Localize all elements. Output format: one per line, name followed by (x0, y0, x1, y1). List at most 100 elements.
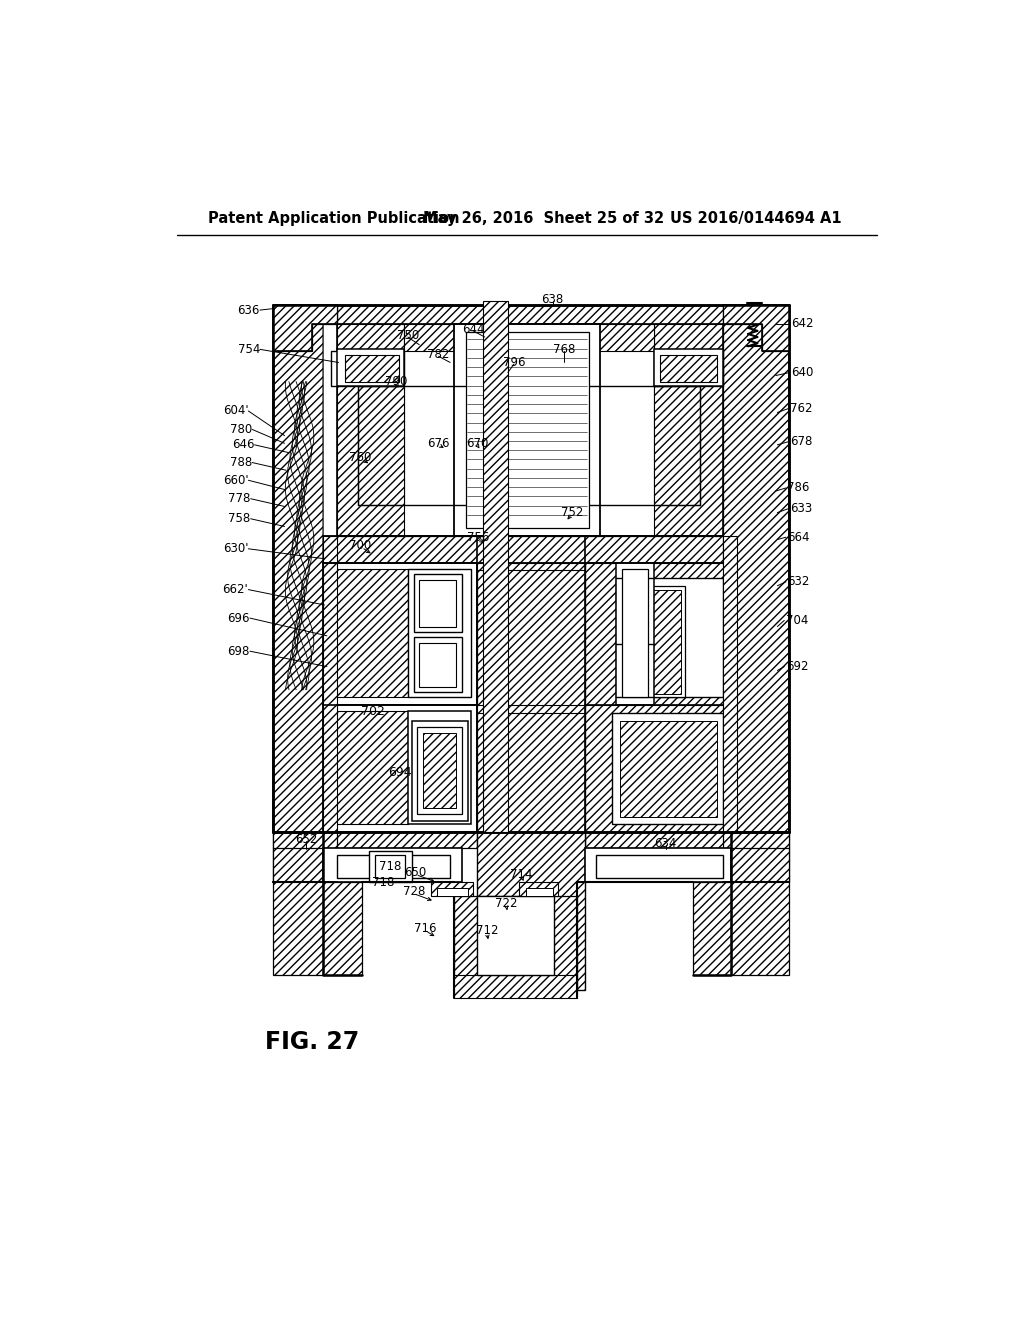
Text: US 2016/0144694 A1: US 2016/0144694 A1 (670, 211, 841, 226)
Polygon shape (454, 974, 578, 998)
Text: 630': 630' (223, 543, 249, 556)
Polygon shape (654, 323, 724, 536)
Text: 633: 633 (790, 502, 812, 515)
Polygon shape (417, 726, 463, 814)
Polygon shape (345, 355, 398, 381)
Polygon shape (337, 323, 403, 536)
Text: 698: 698 (227, 644, 250, 657)
Text: 728: 728 (402, 884, 425, 898)
Polygon shape (408, 569, 471, 697)
Polygon shape (273, 305, 337, 832)
Polygon shape (724, 832, 788, 882)
Polygon shape (408, 711, 471, 825)
Text: 652: 652 (295, 833, 317, 846)
Text: FIG. 27: FIG. 27 (265, 1031, 359, 1055)
Polygon shape (483, 301, 508, 832)
Polygon shape (654, 350, 724, 385)
Text: 760: 760 (349, 450, 372, 463)
Polygon shape (323, 536, 724, 562)
Polygon shape (622, 569, 648, 697)
Polygon shape (273, 305, 337, 351)
Text: 604': 604' (223, 404, 249, 417)
Text: 634: 634 (654, 837, 677, 850)
Polygon shape (615, 562, 654, 705)
Text: 700: 700 (349, 539, 371, 552)
Polygon shape (323, 536, 337, 832)
Polygon shape (376, 855, 406, 878)
Polygon shape (477, 832, 585, 990)
Text: 704: 704 (785, 614, 808, 627)
Text: 750: 750 (396, 329, 419, 342)
Text: 638: 638 (542, 293, 563, 306)
Polygon shape (323, 562, 477, 705)
Text: 702: 702 (361, 705, 385, 718)
Text: 670: 670 (466, 437, 488, 450)
Polygon shape (431, 882, 473, 896)
Polygon shape (323, 847, 462, 882)
Text: 718: 718 (372, 875, 394, 888)
Text: 646: 646 (232, 438, 255, 451)
Text: 660': 660' (223, 474, 249, 487)
Polygon shape (337, 350, 403, 385)
Polygon shape (724, 305, 788, 832)
Polygon shape (630, 590, 681, 693)
Polygon shape (620, 721, 717, 817)
Text: 718: 718 (379, 861, 401, 874)
Polygon shape (477, 562, 585, 570)
Polygon shape (337, 305, 724, 323)
Polygon shape (611, 713, 724, 825)
Text: 676: 676 (427, 437, 450, 450)
Text: 644: 644 (462, 323, 484, 335)
Polygon shape (477, 896, 554, 974)
Text: 640: 640 (792, 366, 814, 379)
Polygon shape (337, 855, 451, 878)
Text: 642: 642 (792, 317, 814, 330)
Polygon shape (525, 888, 553, 896)
Polygon shape (370, 851, 412, 882)
Polygon shape (585, 705, 724, 832)
Polygon shape (423, 733, 457, 808)
Polygon shape (419, 643, 457, 686)
Text: 758: 758 (228, 512, 251, 525)
Text: 796: 796 (503, 356, 525, 370)
Text: 790: 790 (385, 375, 408, 388)
Polygon shape (660, 355, 717, 381)
Polygon shape (419, 579, 457, 627)
Polygon shape (654, 351, 724, 385)
Polygon shape (331, 351, 403, 385)
Text: 636: 636 (238, 304, 260, 317)
Polygon shape (273, 832, 337, 882)
Polygon shape (466, 331, 589, 528)
Polygon shape (692, 882, 731, 974)
Polygon shape (330, 569, 408, 697)
Text: 752: 752 (560, 506, 583, 519)
Text: 716: 716 (415, 921, 436, 935)
Polygon shape (454, 323, 600, 536)
Polygon shape (357, 385, 403, 506)
Text: 664: 664 (787, 531, 810, 544)
Polygon shape (337, 355, 398, 380)
Polygon shape (437, 888, 468, 896)
Text: 768: 768 (553, 343, 575, 356)
Text: 692: 692 (785, 660, 808, 673)
Text: 762: 762 (790, 403, 812, 416)
Text: Patent Application Publication: Patent Application Publication (208, 211, 459, 226)
Polygon shape (403, 323, 654, 351)
Polygon shape (724, 305, 788, 351)
Polygon shape (477, 705, 585, 713)
Polygon shape (585, 847, 731, 882)
Polygon shape (615, 578, 724, 697)
Polygon shape (323, 882, 361, 974)
Polygon shape (660, 355, 717, 380)
Text: 786: 786 (787, 482, 810, 495)
Polygon shape (414, 638, 462, 692)
Polygon shape (414, 574, 462, 632)
Text: 696: 696 (227, 611, 250, 624)
Polygon shape (454, 896, 578, 990)
Text: May 26, 2016  Sheet 25 of 32: May 26, 2016 Sheet 25 of 32 (423, 211, 665, 226)
Polygon shape (273, 832, 477, 847)
Text: 714: 714 (511, 869, 532, 880)
Polygon shape (724, 536, 737, 832)
Polygon shape (477, 562, 585, 832)
Text: 662': 662' (222, 583, 249, 597)
